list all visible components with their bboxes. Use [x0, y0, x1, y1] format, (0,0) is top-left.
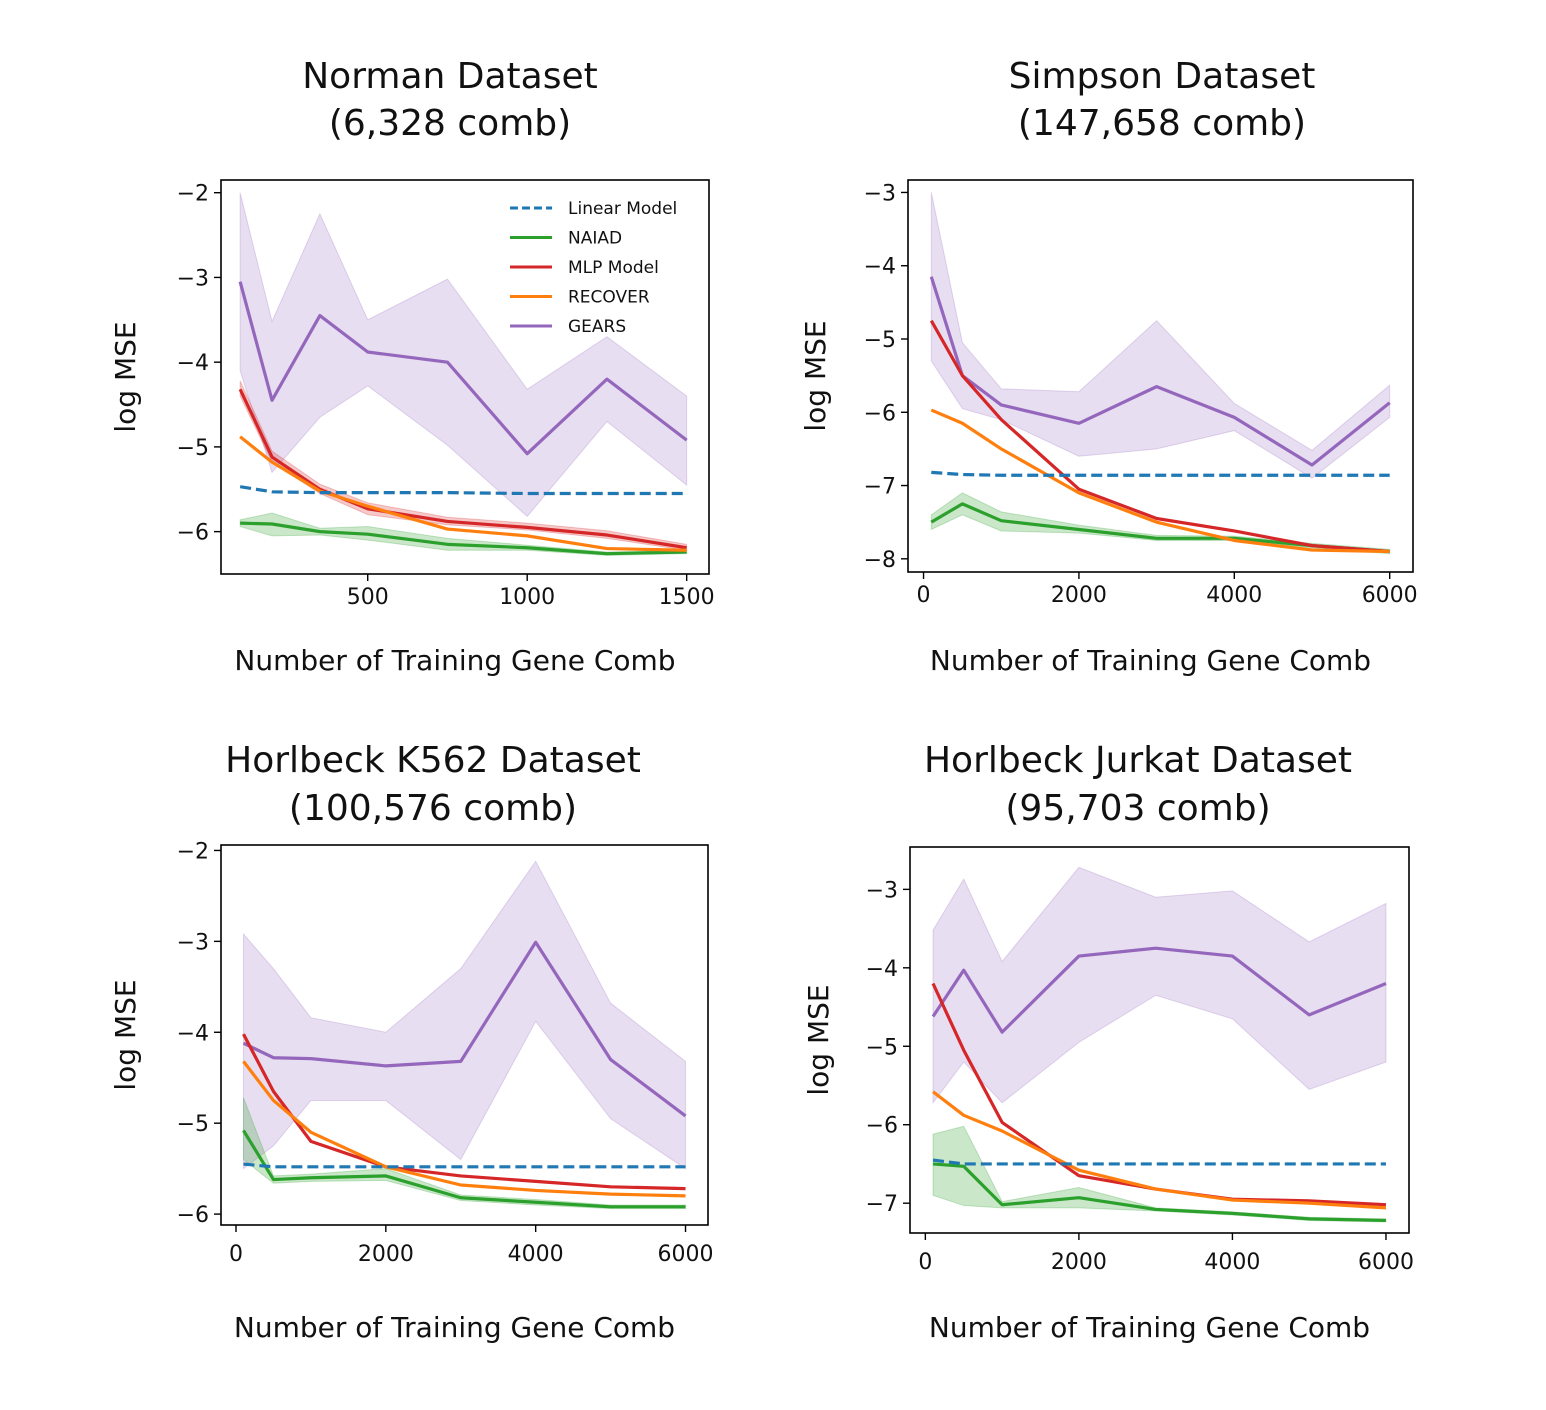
x-tick-label: 1000	[499, 585, 555, 610]
recover-series-line	[242, 1060, 686, 1198]
legend-label-linear: Linear Model	[568, 199, 677, 219]
panel-3: Horlbeck K562 Dataset (100,576 comb) 0 2000…	[109, 740, 714, 1344]
legend: Linear Model NAIAD MLP Model RECOVER GEARS	[510, 199, 677, 337]
y-tick-label: −2	[177, 839, 209, 864]
panel-2: Simpson Dataset (147,658 comb) 0 2000 4000 60…	[799, 56, 1418, 677]
panel-4: Horlbeck Jurkat Dataset (95,703 comb) 0 200…	[802, 740, 1414, 1344]
mlp-series-line	[238, 388, 687, 550]
y-tick-label: −3	[866, 878, 898, 903]
plot-area	[238, 192, 688, 556]
y-tick-label: −6	[864, 401, 896, 426]
legend-label-mlp: MLP Model	[568, 258, 659, 278]
naiad-confidence-band	[242, 1097, 687, 1210]
x-tick-label: 6000	[1358, 1250, 1414, 1275]
linear-series-line	[243, 1162, 686, 1169]
gears-confidence-band	[930, 192, 1391, 479]
gears-series-line	[238, 281, 688, 456]
naiad-series-line	[240, 521, 687, 556]
naiad-series-line	[932, 1162, 1387, 1223]
y-tick-label: −6	[866, 1114, 898, 1139]
linear-series-line	[931, 470, 1390, 477]
y-tick-label: −4	[866, 957, 898, 982]
recover-series-line	[930, 408, 1390, 554]
x-axis-label: Number of Training Gene Comb	[234, 1311, 675, 1344]
x-tick-label: 0	[229, 1242, 243, 1267]
x-tick-label: 4000	[1204, 1250, 1260, 1275]
gears-confidence-band	[239, 192, 688, 518]
axes-frame	[907, 179, 1414, 573]
y-tick-label: −5	[177, 1112, 209, 1137]
x-tick-label: 6000	[1362, 583, 1418, 608]
legend-label-naiad: NAIAD	[568, 229, 622, 249]
x-axis-label: Number of Training Gene Comb	[929, 1311, 1370, 1344]
gears-series-line	[931, 946, 1387, 1034]
x-tick-label: 2000	[1051, 583, 1107, 608]
y-tick-label: −7	[866, 1192, 898, 1217]
x-tick-label: 4000	[508, 1242, 564, 1267]
x-tick-label: 0	[918, 1250, 932, 1275]
legend-label-recover: RECOVER	[568, 288, 650, 308]
x-tick-label: 500	[347, 585, 389, 610]
linear-series-line	[239, 485, 687, 496]
chart-subtitle: (147,658 comb)	[1018, 103, 1306, 144]
mlp-series-line	[929, 319, 1390, 554]
y-axis-label: log MSE	[802, 984, 835, 1095]
x-axis-label: Number of Training Gene Comb	[930, 644, 1371, 677]
chart-subtitle: (6,328 comb)	[329, 103, 571, 144]
linear-series-line	[932, 1158, 1386, 1166]
gears-series-line	[242, 940, 687, 1118]
recover-series-line	[932, 1090, 1387, 1210]
gears-confidence-band	[242, 860, 687, 1170]
x-tick-label: 6000	[658, 1242, 714, 1267]
y-tick-label: −5	[866, 1035, 898, 1060]
x-tick-label: 2000	[1051, 1250, 1107, 1275]
naiad-confidence-band	[932, 1125, 1387, 1223]
x-tick-label: 0	[917, 583, 931, 608]
y-tick-label: −3	[864, 181, 896, 206]
x-axis-label: Number of Training Gene Comb	[234, 644, 675, 677]
x-tick-label: 2000	[358, 1242, 414, 1267]
axes-frame	[909, 846, 1410, 1234]
axes-frame	[220, 179, 710, 575]
y-axis-label: log MSE	[799, 320, 832, 431]
gears-confidence-band	[932, 866, 1387, 1105]
y-tick-label: −8	[864, 548, 896, 573]
naiad-confidence-band	[239, 512, 688, 556]
y-tick-label: −5	[177, 436, 209, 461]
chart-title: Horlbeck K562 Dataset	[225, 740, 641, 781]
y-tick-label: −3	[177, 266, 209, 291]
plot-area	[242, 860, 687, 1210]
axes-frame	[220, 844, 709, 1226]
gears-series-line	[929, 276, 1391, 467]
mlp-series-line	[242, 1033, 686, 1191]
legend-label-gears: GEARS	[568, 317, 626, 337]
y-tick-label: −4	[864, 255, 896, 280]
chart-title: Horlbeck Jurkat Dataset	[924, 740, 1352, 781]
panel-1: Norman Dataset (6,328 comb) 500 1000 1500 −6 −…	[109, 56, 715, 677]
y-tick-label: −3	[177, 930, 209, 955]
y-tick-label: −2	[177, 182, 209, 207]
x-tick-label: 1500	[659, 585, 715, 610]
chart-title: Simpson Dataset	[1009, 56, 1316, 97]
plot-area	[931, 866, 1387, 1223]
plot-area	[929, 192, 1391, 555]
y-tick-label: −4	[177, 351, 209, 376]
y-tick-label: −5	[864, 328, 896, 353]
y-tick-label: −6	[177, 521, 209, 546]
y-tick-label: −4	[177, 1021, 209, 1046]
y-tick-label: −6	[177, 1203, 209, 1228]
y-axis-label: log MSE	[109, 979, 142, 1090]
recover-series-line	[239, 435, 687, 552]
chart-subtitle: (95,703 comb)	[1005, 788, 1270, 829]
y-tick-label: −7	[864, 475, 896, 500]
y-axis-label: log MSE	[109, 321, 142, 432]
naiad-series-line	[242, 1129, 686, 1209]
chart-title: Norman Dataset	[302, 56, 598, 97]
mlp-series-line	[931, 982, 1387, 1207]
x-tick-label: 4000	[1206, 583, 1262, 608]
chart-subtitle: (100,576 comb)	[289, 788, 577, 829]
